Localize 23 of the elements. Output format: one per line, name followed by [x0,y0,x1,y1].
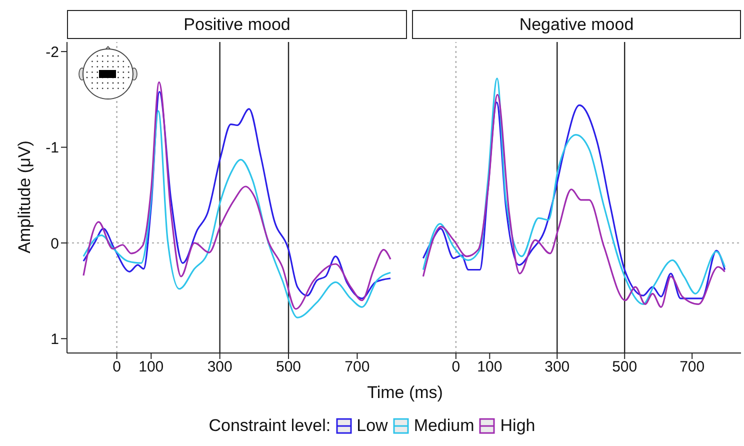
x-tick-label: 500 [612,358,638,376]
y-tick-label: 0 [50,235,59,252]
chart-title: Negative mood [412,10,741,39]
legend-label: Low [356,416,388,436]
y-tick-label: -2 [46,44,59,61]
x-tick-label: 0 [112,358,121,376]
y-axis-title: Amplitude (μV) [15,140,35,254]
legend-label: High [500,416,536,436]
line-series [82,110,392,318]
legend-title: Constraint level: [208,416,331,436]
x-tick-label: 500 [276,358,302,376]
x-tick-label: 0 [452,358,460,376]
x-tick-label: 700 [344,358,370,376]
y-tick-label: -1 [46,140,59,157]
x-tick-label: 300 [207,358,232,376]
legend-label: Medium [414,416,474,436]
x-tick-label: 100 [477,358,502,376]
x-tick-label: 300 [544,358,570,376]
x-axis-title: Time (ms) [367,383,443,403]
x-tick-label: 700 [680,358,705,376]
chart-title: Positive mood [67,10,407,39]
y-tick-label: 1 [50,330,59,348]
x-tick-label: 100 [138,358,164,376]
